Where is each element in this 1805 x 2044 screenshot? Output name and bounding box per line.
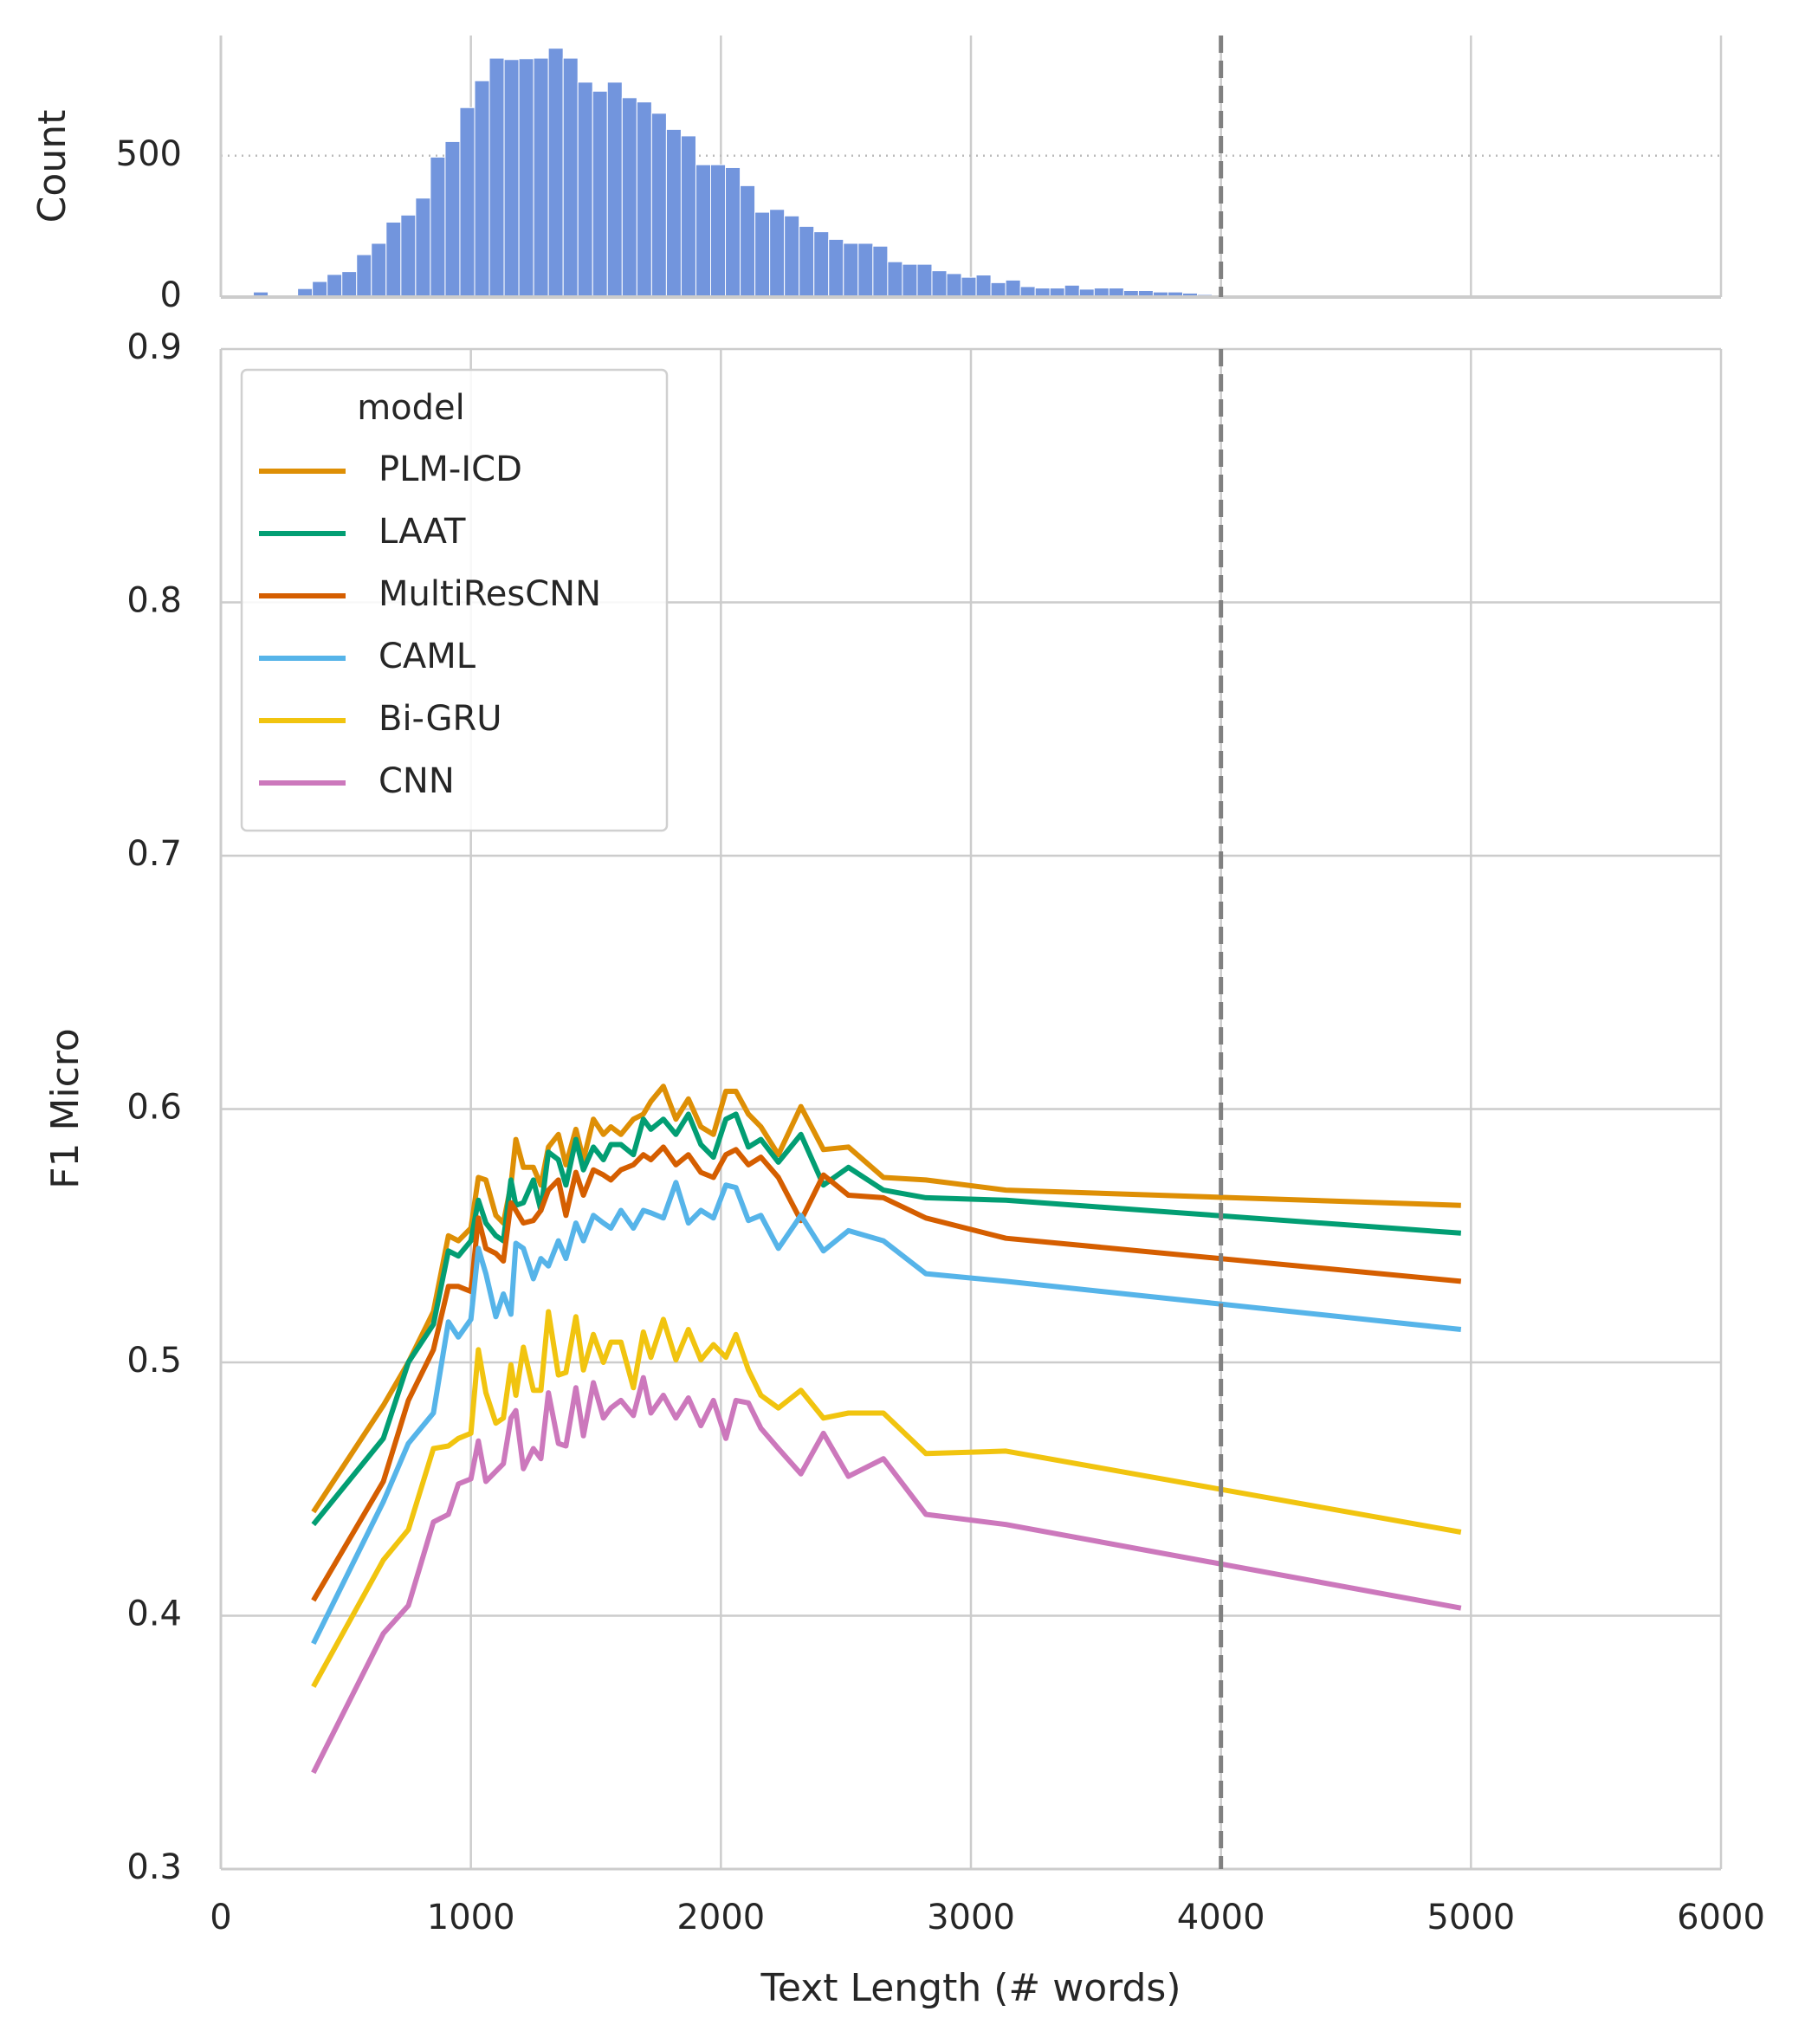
x-tick-label: 4000 bbox=[1177, 1898, 1265, 1937]
histogram-bar bbox=[1064, 284, 1080, 298]
series-line bbox=[311, 1111, 1462, 1527]
series-line bbox=[311, 1180, 1462, 1646]
histogram-bar bbox=[606, 81, 623, 298]
histogram-bar bbox=[740, 184, 756, 298]
y-tick-label: 0 bbox=[160, 275, 182, 315]
series-line bbox=[311, 1144, 1462, 1602]
y-tick-label: 0.4 bbox=[126, 1594, 182, 1634]
y-tick-label: 0.9 bbox=[126, 327, 182, 367]
histogram-bar bbox=[488, 57, 505, 298]
legend-label: LAAT bbox=[378, 512, 466, 552]
histogram-bar bbox=[813, 231, 830, 298]
histogram-bar bbox=[680, 135, 696, 298]
legend-label: Bi-GRU bbox=[378, 699, 502, 739]
histogram-bar bbox=[400, 214, 417, 298]
histogram-bar bbox=[709, 164, 727, 298]
y-axis-label: Count bbox=[30, 110, 74, 223]
histogram-bar bbox=[356, 254, 372, 298]
histogram-bar bbox=[799, 225, 815, 298]
histogram-bar bbox=[444, 140, 461, 298]
legend-label: MultiResCNN bbox=[378, 574, 601, 614]
y-axis-label: F1 Micro bbox=[43, 1028, 87, 1189]
histogram-bar bbox=[459, 107, 476, 298]
histogram-bar bbox=[828, 238, 844, 298]
histogram-bar bbox=[562, 57, 579, 298]
histogram-bar bbox=[577, 81, 593, 298]
histogram-bar bbox=[695, 164, 711, 298]
histogram-bar bbox=[902, 263, 918, 298]
histogram-bar bbox=[872, 245, 889, 298]
histogram-bar bbox=[592, 90, 608, 298]
histogram-bar bbox=[857, 243, 874, 298]
histogram-bar bbox=[636, 101, 652, 298]
histogram-bar bbox=[312, 281, 328, 298]
histogram-bar bbox=[371, 243, 387, 298]
y-tick-label: 500 bbox=[116, 134, 182, 174]
histogram-bar bbox=[415, 197, 431, 298]
legend: model PLM-ICD LAAT MultiResCNN CAML Bi-GRU CNN bbox=[240, 368, 669, 832]
histogram-bar bbox=[946, 273, 962, 298]
legend-label: CAML bbox=[378, 637, 476, 676]
histogram-bar bbox=[533, 57, 549, 298]
histogram-bar bbox=[784, 215, 800, 298]
series-line bbox=[311, 1083, 1461, 1514]
histogram-bar bbox=[503, 59, 520, 298]
x-tick-label: 6000 bbox=[1677, 1898, 1765, 1937]
histogram-bar bbox=[385, 221, 402, 298]
histogram-bar bbox=[975, 275, 992, 298]
x-tick-label: 3000 bbox=[927, 1898, 1015, 1937]
histogram-bar bbox=[961, 276, 977, 298]
series-line bbox=[311, 1375, 1462, 1775]
legend-label: PLM-ICD bbox=[378, 450, 522, 489]
histogram-bar bbox=[518, 58, 534, 298]
histogram-bar bbox=[931, 270, 948, 298]
x-axis-label: Text Length (# words) bbox=[760, 1966, 1181, 2010]
y-tick-label: 0.3 bbox=[126, 1847, 182, 1887]
legend-title: model bbox=[357, 388, 465, 428]
x-tick-label: 1000 bbox=[427, 1898, 515, 1937]
histogram-bar bbox=[1005, 279, 1021, 298]
histogram-bar bbox=[754, 211, 771, 298]
histogram-bar bbox=[650, 113, 667, 298]
histogram-bar bbox=[725, 166, 741, 298]
x-tick-label: 2000 bbox=[676, 1898, 765, 1937]
x-tick-label: 0 bbox=[210, 1898, 231, 1937]
histogram-bar bbox=[769, 209, 786, 298]
y-tick-label: 0.6 bbox=[126, 1088, 182, 1128]
histogram-bar bbox=[843, 243, 859, 298]
y-tick-label: 0.5 bbox=[126, 1341, 182, 1381]
y-tick-label: 0.7 bbox=[126, 834, 182, 874]
histogram-bar bbox=[341, 271, 358, 298]
histogram-bar bbox=[990, 281, 1006, 298]
histogram-bar bbox=[887, 261, 903, 298]
legend-box bbox=[240, 368, 669, 832]
histogram-bar bbox=[547, 48, 564, 298]
x-tick-label: 5000 bbox=[1427, 1898, 1515, 1937]
histogram-bar bbox=[430, 156, 446, 298]
histogram-bar bbox=[327, 274, 343, 298]
histogram-bar bbox=[665, 128, 682, 298]
y-tick-label: 0.8 bbox=[126, 581, 182, 621]
histogram-bar bbox=[916, 263, 933, 298]
series-line bbox=[311, 1309, 1462, 1688]
histogram-bar bbox=[621, 97, 637, 298]
histogram-bar bbox=[474, 80, 490, 298]
legend-label: CNN bbox=[378, 761, 455, 801]
